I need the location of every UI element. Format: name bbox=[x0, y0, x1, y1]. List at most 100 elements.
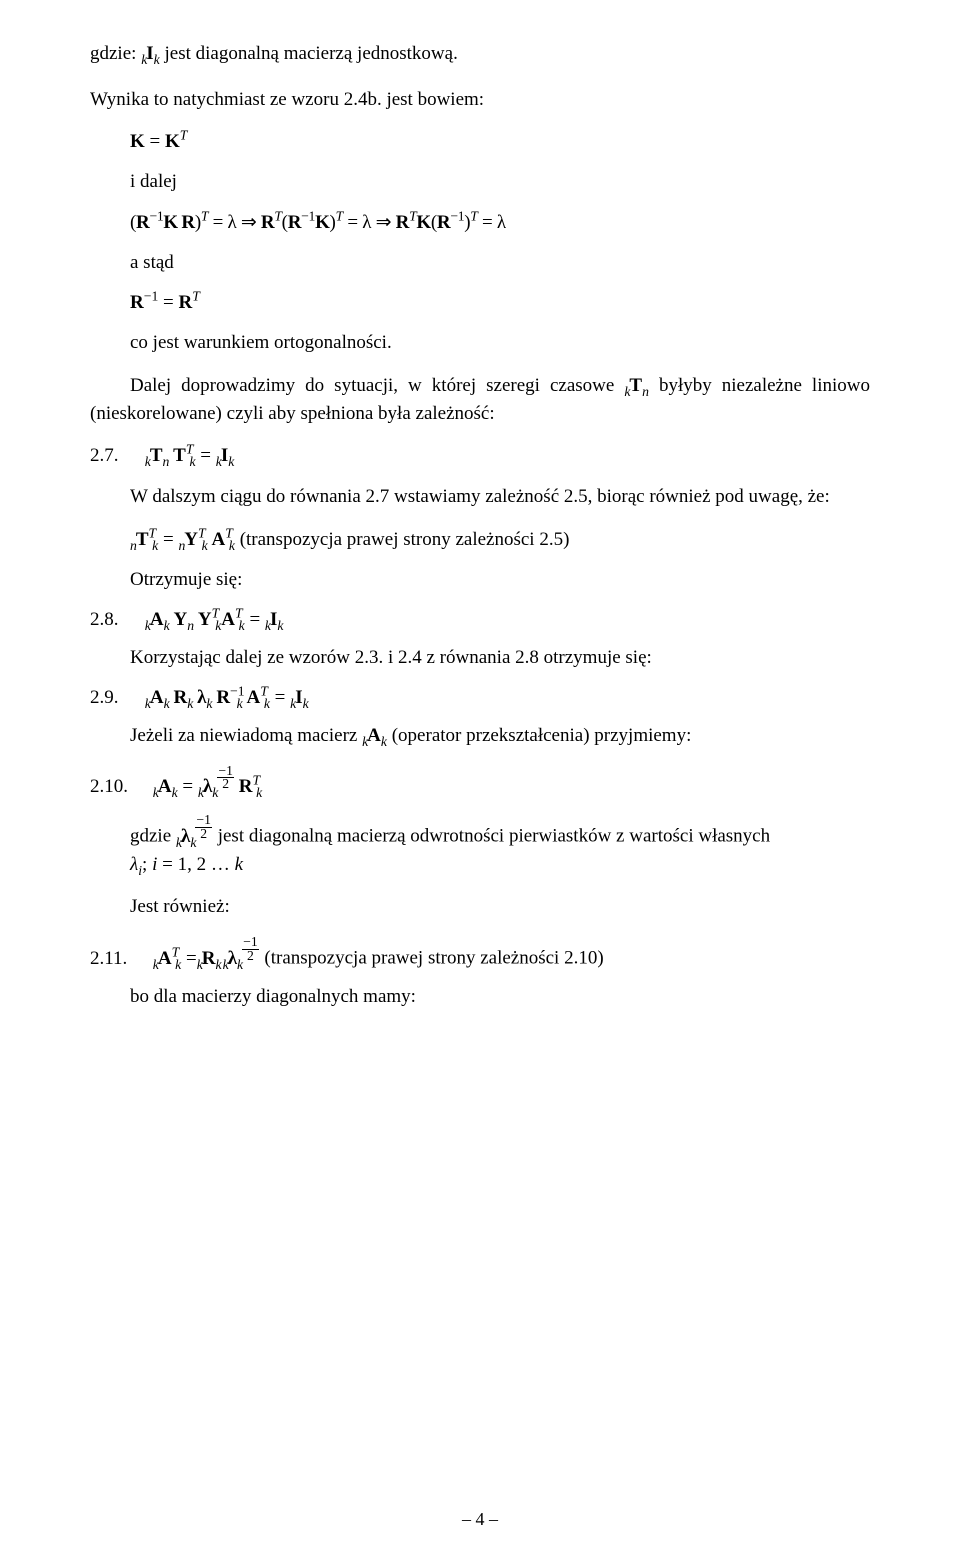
page-number: – 4 – bbox=[0, 1509, 960, 1530]
e29-sk2: k bbox=[187, 696, 193, 711]
Rl-sup: −1 bbox=[144, 289, 159, 304]
R4: R bbox=[288, 212, 301, 233]
eq-r-rT: R−1 = RT bbox=[130, 292, 870, 314]
Rr-sup: T bbox=[192, 289, 200, 304]
eq2: = λ ⇒ bbox=[343, 212, 396, 233]
e210-sk3: k bbox=[256, 785, 262, 800]
e29-I: I bbox=[295, 687, 302, 708]
e28-num: 2.8. bbox=[90, 609, 140, 631]
e29-sk4: k bbox=[237, 696, 243, 711]
e28-A2: A bbox=[221, 609, 235, 630]
g-fd: 2 bbox=[195, 828, 212, 840]
R1sup: −1 bbox=[149, 209, 163, 224]
nt-tail: (transpozycja prawej strony zależności 2… bbox=[240, 529, 570, 550]
Rr: R bbox=[179, 292, 193, 313]
e27-sk2: k bbox=[228, 454, 234, 469]
para-dalej: Dalej doprowadzimy do sytuacji, w której… bbox=[90, 372, 870, 427]
e211-sk2: k bbox=[216, 957, 222, 972]
eq-29: 2.9. kAk Rk λk R−1k ATk = kIk bbox=[90, 687, 870, 709]
e210-eq: = bbox=[178, 776, 198, 797]
K-right: K bbox=[165, 131, 180, 152]
e27-eq: = bbox=[196, 445, 216, 466]
nt-sk2: k bbox=[202, 538, 208, 553]
text-otrzymuje: Otrzymuje się: bbox=[130, 569, 870, 591]
eq-long-lambda: (R−1K R)T = λ ⇒ RT(R−1K)T = λ ⇒ RTK(R−1)… bbox=[130, 211, 870, 234]
para-wdalszym: W dalszym ciągu do równania 2.7 wstawiam… bbox=[90, 483, 870, 511]
eq-210: 2.10. kAk = kλk−12 RTk bbox=[90, 765, 870, 799]
e211-lam: λ bbox=[228, 948, 237, 969]
text-jest-rowniez: Jest również: bbox=[130, 896, 870, 918]
text-after-I: jest diagonalną macierzą jednostkową. bbox=[165, 43, 458, 64]
e29-A2: A bbox=[246, 687, 260, 708]
K-left: K bbox=[130, 131, 145, 152]
text-korzyst: Korzystając dalej ze wzorów 2.3. i 2.4 z… bbox=[130, 647, 870, 669]
K2: K bbox=[315, 212, 329, 233]
eqs: = bbox=[158, 292, 178, 313]
gdzie-before: gdzie bbox=[130, 826, 176, 847]
jezeli-after: (operator przekształcenia) przyjmiemy: bbox=[387, 725, 691, 746]
e28-sk1: k bbox=[164, 618, 170, 633]
e211-A: A bbox=[158, 948, 172, 969]
sup-T2: T bbox=[274, 209, 281, 224]
e29-R2: R bbox=[216, 687, 230, 708]
e211-eq: = bbox=[181, 948, 196, 969]
e29-sk1: k bbox=[164, 696, 170, 711]
e28-Y: Y bbox=[173, 609, 187, 630]
e210-frac: −12 bbox=[217, 765, 234, 791]
e27-T1: T bbox=[150, 445, 163, 466]
Rl: R bbox=[130, 292, 144, 313]
eqsign: = bbox=[145, 131, 165, 152]
e211-frac: −12 bbox=[242, 936, 259, 962]
nt-eq: = bbox=[158, 529, 178, 550]
R4sup: −1 bbox=[301, 209, 315, 224]
e28-Y2: Y bbox=[198, 609, 212, 630]
text-gdzie: gdzie: bbox=[90, 43, 141, 64]
dalej-before: Dalej doprowadzimy do sytuacji, w której… bbox=[130, 375, 624, 396]
sup-T3: T bbox=[336, 209, 343, 224]
g-l2a: λ bbox=[130, 854, 138, 875]
e28-sk4: k bbox=[277, 618, 283, 633]
para-wynika: Wynika to natychmiast ze wzoru 2.4b. jes… bbox=[90, 86, 870, 114]
sup-T5: T bbox=[470, 209, 477, 224]
e29-A: A bbox=[150, 687, 164, 708]
e28-A: A bbox=[150, 609, 164, 630]
R2: R bbox=[181, 212, 194, 233]
para-gdzie: gdzie: kIk jest diagonalną macierzą jedn… bbox=[90, 40, 870, 68]
gdzie-after: jest diagonalną macierzą odwrotności pie… bbox=[213, 826, 770, 847]
e29-num: 2.9. bbox=[90, 687, 140, 709]
e210-lam: λ bbox=[203, 776, 212, 797]
g-lam: λ bbox=[181, 826, 190, 847]
e210-R: R bbox=[239, 776, 253, 797]
e28-eq: = bbox=[245, 609, 265, 630]
e211-fd: 2 bbox=[242, 950, 259, 962]
g-frac: −12 bbox=[195, 814, 212, 840]
K3: K bbox=[416, 212, 430, 233]
text-jezeli: Jeżeli za niewiadomą macierz kAk (operat… bbox=[130, 725, 870, 747]
R3: R bbox=[261, 212, 274, 233]
R1: R bbox=[136, 212, 149, 233]
text-idalej: i dalej bbox=[130, 171, 870, 193]
eq27-num: 2.7. bbox=[90, 445, 140, 467]
nt-T: T bbox=[136, 529, 149, 550]
text-ortog: co jest warunkiem ortogonalności. bbox=[130, 332, 870, 354]
e211-fn: 1 bbox=[251, 934, 258, 949]
je-A: A bbox=[367, 725, 381, 746]
e27-T2: T bbox=[173, 445, 186, 466]
text-bodla: bo dla macierzy diagonalnych mamy: bbox=[130, 986, 870, 1008]
eq-kkt: K = KT bbox=[130, 131, 870, 153]
e211-tail: (transpozycja prawej strony zależności 2… bbox=[264, 948, 603, 969]
matrix-I: I bbox=[146, 43, 153, 64]
e29-sk6: k bbox=[303, 696, 309, 711]
eq-ntk: nTTk = nYTk ATk (transpozycja prawej str… bbox=[130, 529, 870, 551]
jezeli-before: Jeżeli za niewiadomą macierz bbox=[130, 725, 362, 746]
e211-num: 2.11. bbox=[90, 948, 148, 970]
nt-Y: Y bbox=[184, 529, 198, 550]
eq1: = λ ⇒ bbox=[208, 212, 261, 233]
e29-R1: R bbox=[173, 687, 187, 708]
eq-27: 2.7. kTn TTk = kIk bbox=[90, 445, 870, 467]
R6sup: −1 bbox=[450, 209, 464, 224]
e211-R: R bbox=[202, 948, 216, 969]
page: gdzie: kIk jest diagonalną macierzą jedn… bbox=[0, 0, 960, 1554]
sup-T: T bbox=[180, 128, 188, 143]
eq-211: 2.11. kATk =kRkkλk−12 (transpozycja praw… bbox=[90, 936, 870, 970]
